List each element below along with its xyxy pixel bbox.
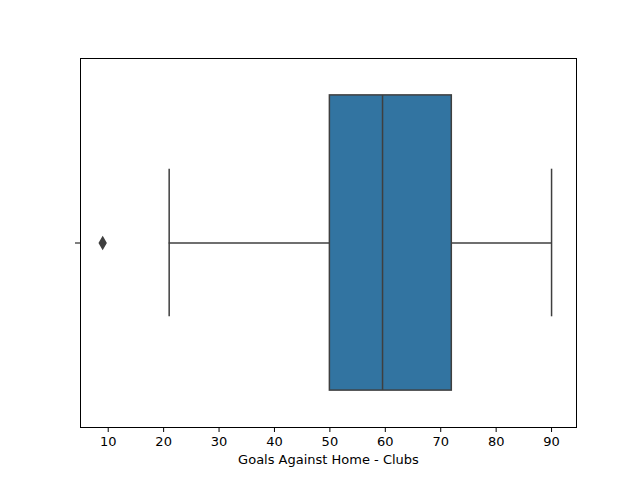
svg-text:30: 30 xyxy=(211,434,228,449)
svg-text:60: 60 xyxy=(377,434,394,449)
svg-text:70: 70 xyxy=(432,434,449,449)
svg-text:40: 40 xyxy=(266,434,283,449)
svg-text:80: 80 xyxy=(488,434,505,449)
svg-text:50: 50 xyxy=(322,434,339,449)
svg-text:90: 90 xyxy=(543,434,560,449)
svg-text:10: 10 xyxy=(100,434,117,449)
svg-text:Goals Against Home - Clubs: Goals Against Home - Clubs xyxy=(238,452,419,467)
svg-text:20: 20 xyxy=(155,434,172,449)
